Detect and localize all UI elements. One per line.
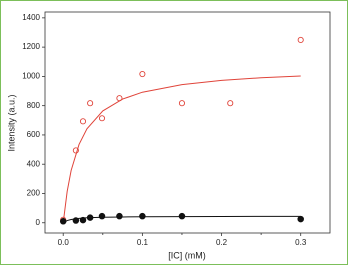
point [116, 212, 123, 220]
point [79, 216, 87, 224]
y-tick-label: 200 [27, 189, 41, 198]
point [87, 100, 94, 107]
plot-frame [44, 11, 331, 234]
y-tick-label: 1400 [22, 13, 40, 22]
point [178, 212, 186, 220]
point [86, 214, 94, 221]
point [72, 147, 79, 154]
x-tick-label: 0.2 [216, 238, 228, 247]
y-tick-label: 1000 [22, 72, 40, 81]
point [98, 115, 106, 122]
point [178, 100, 186, 107]
fit-line [62, 215, 301, 224]
point [116, 95, 123, 102]
point [79, 118, 87, 125]
y-tick-label: 800 [27, 101, 41, 110]
x-tick-label: 0.1 [137, 238, 149, 247]
x-tick-label: 0.0 [58, 238, 70, 247]
point [297, 36, 304, 44]
y-tick-label: 1200 [22, 42, 40, 51]
y-tick-label: 400 [27, 159, 41, 168]
point [98, 212, 106, 220]
y-tick-label: 0 [36, 218, 41, 227]
point [139, 71, 146, 78]
point [72, 217, 80, 224]
y-tick-label: 600 [27, 130, 41, 139]
fit-line [62, 75, 301, 223]
point [59, 218, 67, 225]
x-tick-label: 0.3 [295, 238, 307, 247]
x-axis-label: [IC] (mM) [168, 250, 206, 260]
point [139, 212, 146, 220]
point [297, 215, 304, 223]
y-axis-label: Intensity (a.u.) [6, 94, 16, 151]
point [227, 100, 234, 107]
